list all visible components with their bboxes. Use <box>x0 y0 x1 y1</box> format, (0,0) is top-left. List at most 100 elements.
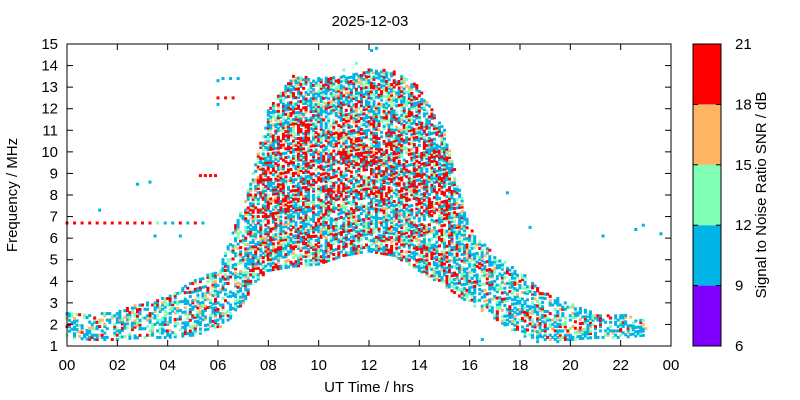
data-point <box>468 299 472 303</box>
data-point <box>292 143 295 147</box>
data-point <box>261 273 265 277</box>
data-point <box>438 168 441 172</box>
data-point <box>214 314 217 318</box>
data-point <box>329 230 333 234</box>
data-point <box>276 193 280 197</box>
data-point <box>455 251 459 255</box>
data-point <box>357 156 361 160</box>
data-point <box>365 96 368 100</box>
data-point <box>443 217 446 221</box>
data-point <box>317 120 321 124</box>
data-point <box>443 154 446 158</box>
data-point <box>294 132 298 136</box>
data-point <box>400 133 404 137</box>
data-point <box>138 333 142 337</box>
data-point <box>359 153 363 157</box>
data-point <box>385 192 389 196</box>
data-point <box>173 318 177 321</box>
data-point <box>292 262 295 266</box>
data-point <box>344 98 348 102</box>
data-point <box>307 134 311 137</box>
data-point <box>382 159 386 163</box>
data-point <box>354 139 358 143</box>
data-point <box>342 113 346 117</box>
data-point <box>123 309 127 313</box>
data-point <box>385 82 389 86</box>
data-point <box>259 225 263 229</box>
data-point <box>284 266 288 269</box>
data-point <box>289 150 293 154</box>
data-point <box>352 75 356 79</box>
data-point <box>327 200 331 204</box>
data-point <box>438 181 441 185</box>
data-point <box>460 197 464 200</box>
data-point <box>198 316 202 320</box>
data-point <box>269 141 273 145</box>
data-point <box>319 104 323 108</box>
data-point <box>307 149 311 153</box>
data-point <box>392 253 396 257</box>
data-point <box>432 202 436 206</box>
data-point <box>405 140 409 144</box>
data-point <box>259 232 263 236</box>
data-point <box>78 313 82 317</box>
data-point <box>342 200 346 203</box>
data-point <box>284 207 288 211</box>
data-point <box>422 265 426 269</box>
data-point <box>460 205 464 209</box>
data-point <box>400 90 404 94</box>
data-point <box>276 247 280 251</box>
data-point <box>271 181 275 185</box>
data-point <box>349 228 353 232</box>
data-point <box>463 278 467 282</box>
data-point <box>422 164 426 168</box>
data-point <box>287 235 290 239</box>
data-point <box>367 184 371 188</box>
data-point <box>339 114 343 118</box>
data-point <box>95 327 99 331</box>
data-point <box>229 290 233 294</box>
data-point <box>314 118 318 122</box>
data-point <box>95 338 99 341</box>
data-point <box>432 247 436 251</box>
data-point <box>211 302 215 306</box>
data-point <box>347 153 351 157</box>
data-point <box>352 228 356 232</box>
data-point <box>239 300 243 304</box>
data-point <box>377 190 381 194</box>
data-point <box>387 112 391 116</box>
data-point <box>392 111 396 115</box>
data-point <box>287 103 290 107</box>
data-point <box>299 119 303 123</box>
data-point <box>372 248 376 252</box>
data-point <box>395 229 399 233</box>
data-point <box>294 184 298 188</box>
data-point <box>166 320 170 324</box>
data-point <box>402 158 406 162</box>
data-point <box>327 140 331 144</box>
data-point <box>410 238 414 242</box>
data-point <box>136 310 139 314</box>
data-point <box>214 308 217 312</box>
data-point <box>264 197 268 201</box>
data-point <box>234 254 238 258</box>
data-point <box>289 196 293 200</box>
data-point <box>266 156 270 160</box>
data-point <box>284 263 288 267</box>
data-point <box>382 209 386 212</box>
data-point <box>73 317 76 321</box>
data-point <box>448 188 451 192</box>
data-point <box>380 178 384 182</box>
data-point <box>380 90 384 93</box>
data-point <box>287 95 290 99</box>
data-point <box>83 315 87 319</box>
data-point <box>279 243 283 247</box>
data-point <box>281 137 285 140</box>
data-point <box>438 121 441 125</box>
data-point <box>297 227 300 231</box>
data-point <box>173 292 177 296</box>
data-point <box>375 84 378 88</box>
data-point <box>417 169 421 173</box>
data-point <box>422 192 426 196</box>
data-point <box>375 151 378 155</box>
